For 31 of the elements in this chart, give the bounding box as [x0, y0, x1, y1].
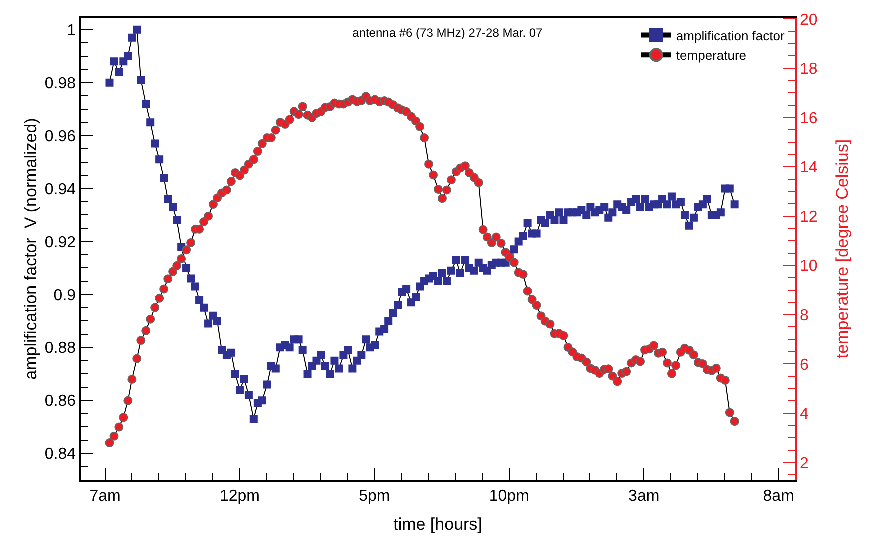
x-tick-label: 8am	[763, 488, 794, 505]
y-tick-label: 0.92	[44, 234, 76, 252]
x-tick-label: 12pm	[220, 488, 260, 505]
y-axis-title: amplification factor V (normalized)	[22, 118, 40, 380]
y-tick-label: 0.98	[44, 75, 76, 92]
y2-tick-label: 12	[800, 208, 818, 226]
y2-tick-label: 14	[800, 160, 818, 177]
legend-label: amplification factor	[676, 28, 786, 44]
y-tick-label: 0.9	[54, 287, 76, 304]
y2-tick-label: 18	[800, 61, 818, 78]
y-tick-label: 0.86	[44, 393, 76, 410]
y2-tick-label: 16	[800, 110, 818, 128]
y2-tick-label: 6	[800, 356, 809, 374]
x-tick-label: 7am	[90, 488, 121, 505]
y2-axis-title: temperature [degree Celsius]	[833, 139, 852, 359]
legend-label: temperature	[676, 48, 747, 64]
y-tick-label: 0.94	[44, 181, 76, 198]
y-tick-label: 0.88	[44, 340, 76, 358]
y2-tick-label: 20	[800, 12, 818, 29]
y2-tick-label: 4	[800, 406, 809, 424]
x-axis-title: time [hours]	[394, 514, 482, 534]
x-tick-label: 5pm	[359, 488, 390, 505]
y-tick-label: 0.84	[44, 446, 76, 464]
y2-tick-label: 2	[800, 455, 809, 472]
y2-tick-label: 10	[800, 258, 818, 276]
y-tick-label: 0.96	[44, 128, 76, 146]
x-tick-label: 10pm	[489, 488, 530, 505]
text: antenna #6 (73 MHz) 27-28 Mar. 07	[352, 26, 544, 40]
x-tick-label: 3am	[628, 488, 660, 505]
y-tick-label: 1	[67, 22, 76, 40]
y2-tick-label: 8	[800, 308, 809, 325]
